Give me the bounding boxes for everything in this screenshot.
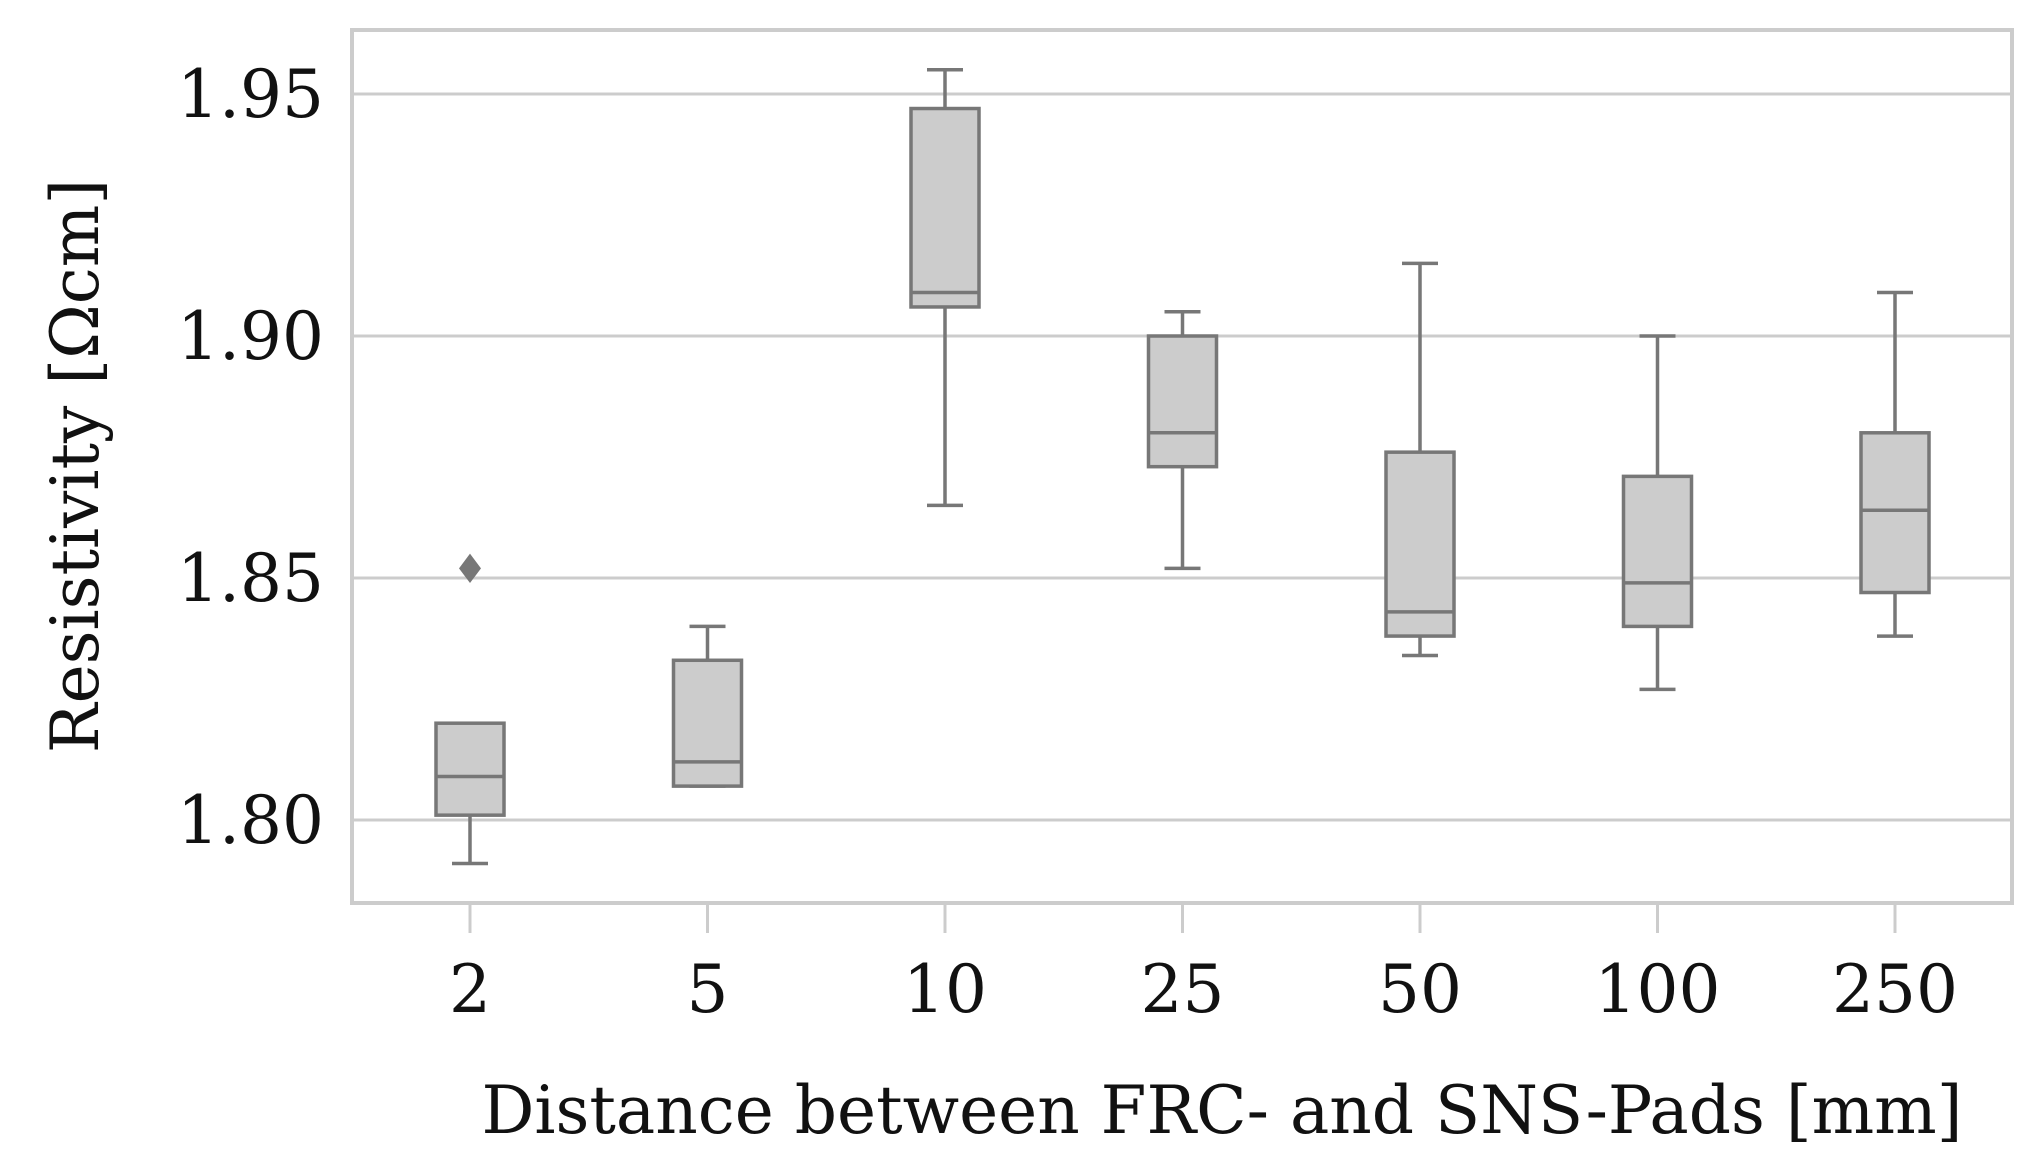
- box-25: [1146, 310, 1219, 571]
- x-tick-label-50: 50: [1378, 951, 1462, 1028]
- iqr-box-10: [909, 106, 981, 309]
- boxes: [434, 68, 1931, 866]
- y-axis-tick-labels: 1.80 1.85 1.90 1.95: [177, 56, 324, 859]
- x-tick-label-5: 5: [687, 951, 729, 1028]
- x-axis-title: Distance between FRC- and SNS-Pads [mm]: [481, 1072, 1962, 1149]
- x-tick-label-25: 25: [1141, 951, 1225, 1028]
- x-axis-tick-labels: 2 5 10 25 50 100 250: [449, 951, 1958, 1028]
- box-5: [671, 624, 744, 788]
- box-10: [909, 68, 981, 508]
- outlier-2-0: [459, 553, 481, 583]
- box-100: [1621, 334, 1694, 692]
- box-2: [434, 553, 506, 866]
- iqr-box-100: [1621, 474, 1694, 629]
- y-tick-label-1.95: 1.95: [177, 56, 324, 133]
- y-tick-label-1.85: 1.85: [177, 540, 324, 617]
- x-tick-label-2: 2: [449, 951, 491, 1028]
- iqr-box-50: [1384, 450, 1456, 638]
- x-tick-label-100: 100: [1595, 951, 1721, 1028]
- x-tick-label-10: 10: [903, 951, 987, 1028]
- iqr-box-25: [1146, 334, 1219, 469]
- iqr-box-5: [671, 658, 744, 788]
- y-axis-title: Resistivity [Ωcm]: [37, 179, 114, 753]
- iqr-box-2: [434, 721, 506, 817]
- box-250: [1859, 290, 1931, 638]
- y-tick-label-1.90: 1.90: [177, 298, 324, 375]
- x-tick-label-250: 250: [1832, 951, 1958, 1028]
- iqr-box-250: [1859, 431, 1931, 595]
- x-axis-ticks: [468, 903, 1897, 933]
- y-tick-label-1.80: 1.80: [177, 782, 324, 859]
- box-50: [1384, 261, 1456, 658]
